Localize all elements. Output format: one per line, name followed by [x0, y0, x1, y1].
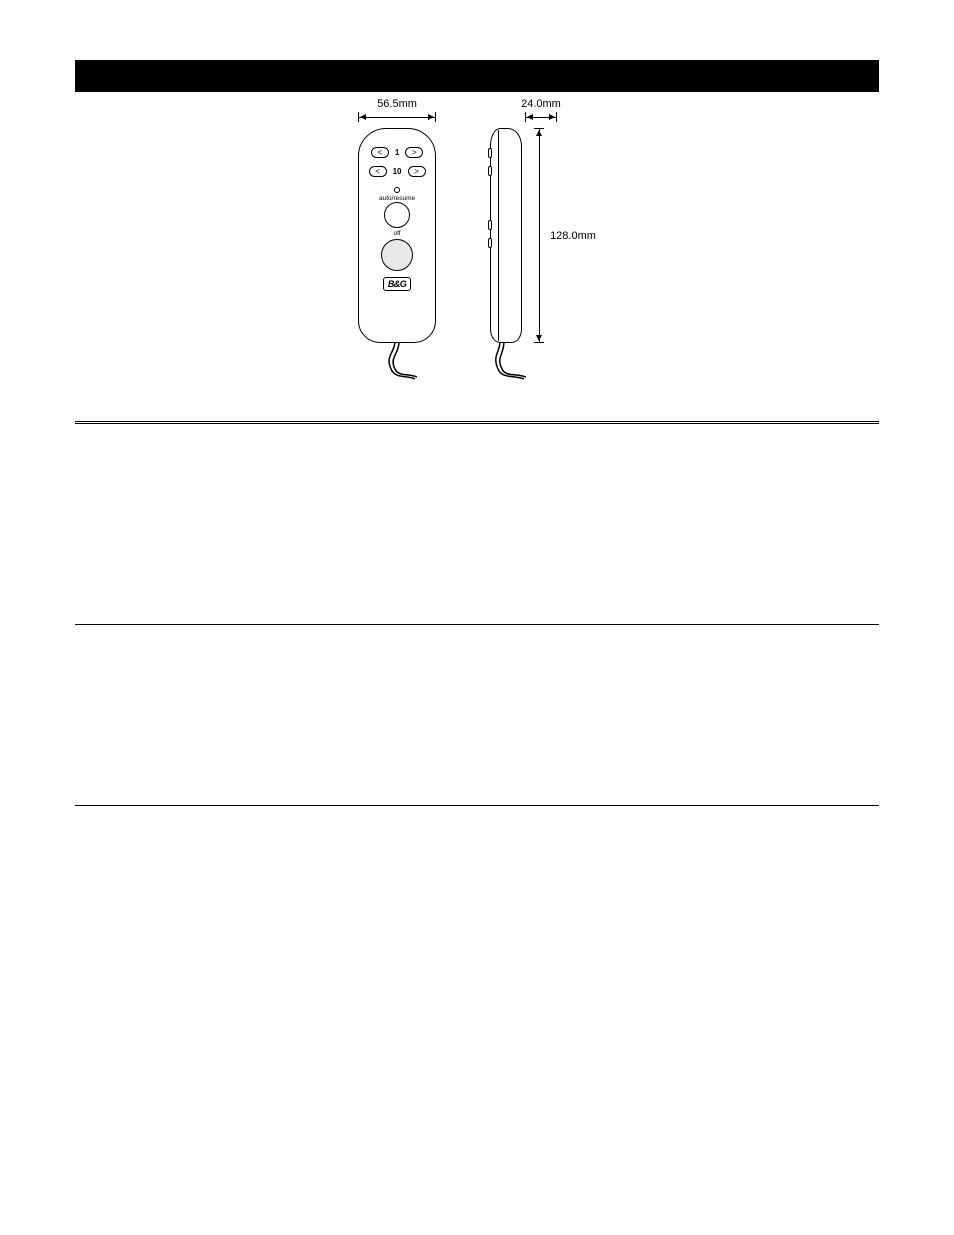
side-view: 24.0mm: [486, 98, 596, 381]
auto-resume-button: [384, 202, 410, 228]
side-button-bump: [488, 166, 492, 176]
side-button-bump: [488, 148, 492, 158]
side-button-bump: [488, 220, 492, 230]
cable-front: [377, 341, 417, 381]
button-row-10: < 10 >: [369, 166, 426, 177]
bg-logo: B&G: [383, 277, 412, 291]
front-view: 56.5mm < 1 > < 10 > auto/resume: [358, 98, 436, 381]
remote-front-outline: < 1 > < 10 > auto/resume off B&G: [358, 128, 436, 343]
divider-single-2: [75, 805, 879, 806]
remote-side-outline: [490, 128, 522, 343]
front-width-label: 56.5mm: [377, 98, 417, 110]
side-height-label: 128.0mm: [550, 230, 596, 242]
arrow-left-icon: <: [371, 147, 389, 158]
side-button-bump: [488, 238, 492, 248]
cable-side: [486, 341, 526, 381]
row1-value: 1: [395, 148, 399, 157]
row2-value: 10: [393, 167, 402, 176]
arrow-right-icon: >: [408, 166, 426, 177]
side-depth-label: 24.0mm: [521, 98, 561, 110]
off-label: off: [394, 230, 401, 237]
dimensions-diagram: 56.5mm < 1 > < 10 > auto/resume: [75, 98, 879, 381]
led-icon: [394, 187, 400, 193]
front-width-bar: [358, 112, 436, 122]
side-depth-bar: [525, 112, 557, 122]
header-black-bar: [75, 60, 879, 92]
side-height-bar: [534, 128, 544, 343]
button-row-1: < 1 >: [371, 147, 423, 158]
auto-resume-label: auto/resume: [379, 195, 415, 202]
off-button: [381, 239, 413, 271]
arrow-right-icon: >: [405, 147, 423, 158]
arrow-left-icon: <: [369, 166, 387, 177]
